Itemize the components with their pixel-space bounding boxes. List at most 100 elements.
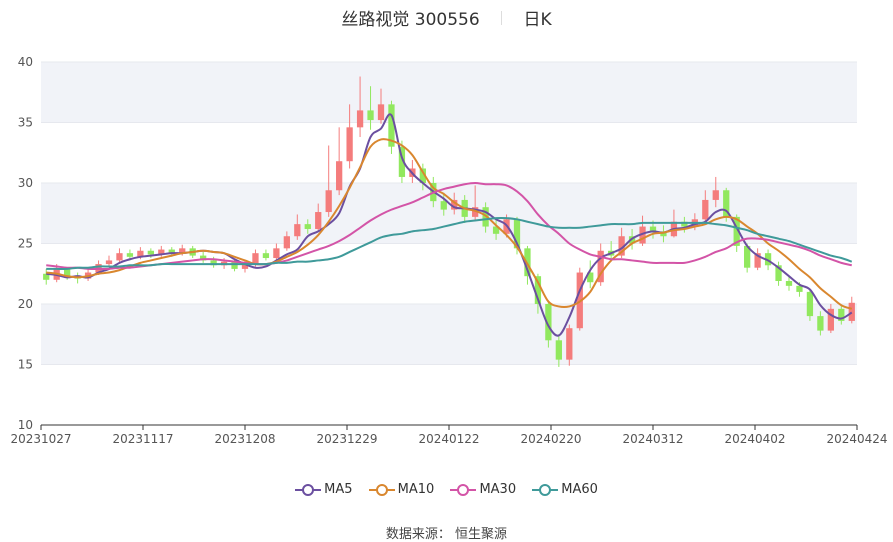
x-tick-label: 20240122 [418, 432, 479, 446]
legend-item-ma10[interactable]: MA10 [368, 482, 435, 497]
candle-body [419, 168, 426, 183]
candle-body [43, 273, 50, 280]
candle [336, 127, 343, 196]
candle [377, 88, 385, 124]
candle-body [179, 248, 186, 254]
candle [754, 248, 761, 271]
candle-body [838, 308, 845, 321]
y-tick-label: 25 [18, 237, 33, 251]
x-tick-label: 20240312 [622, 432, 683, 446]
candle [43, 268, 50, 285]
candle [105, 255, 113, 267]
candle [702, 190, 709, 222]
candle-body [764, 253, 772, 266]
candle-body [555, 340, 562, 360]
candle [419, 163, 426, 191]
legend-item-ma60[interactable]: MA60 [532, 482, 598, 497]
candle-body [356, 110, 364, 128]
stock-name: 丝路视觉 300556 [341, 10, 480, 30]
candle [566, 324, 573, 366]
data-source: 数据来源： 恒生聚源 [385, 527, 508, 542]
series-line-ma30 [46, 181, 852, 270]
legend-label-ma60: MA60 [561, 482, 598, 497]
candle-body [147, 250, 154, 255]
candle-body [367, 110, 374, 121]
candle-body [126, 253, 134, 257]
candle [817, 311, 824, 336]
candle [660, 225, 667, 243]
candle-body [388, 104, 395, 147]
candle-body [817, 316, 824, 331]
candle-body [283, 236, 290, 249]
candle-body [492, 226, 500, 234]
candle [712, 176, 719, 208]
x-tick-label: 20231229 [316, 432, 377, 446]
candle-body [827, 308, 834, 331]
candle-body [451, 199, 458, 210]
candle-body [304, 224, 311, 229]
candle [848, 296, 855, 324]
candle-body [566, 328, 573, 360]
candle-body [336, 161, 343, 191]
candle [325, 145, 332, 217]
y-tick-label: 10 [18, 418, 33, 432]
candle-body [712, 190, 719, 200]
candle [838, 305, 845, 325]
candle-body [597, 250, 604, 283]
candle [785, 276, 793, 291]
candle [398, 140, 406, 183]
candle-body [754, 253, 761, 268]
x-tick-label: 20231117 [112, 432, 173, 446]
candle-body [848, 302, 855, 321]
candle-body [785, 281, 793, 286]
grid-band [41, 304, 857, 365]
candle-body [116, 253, 123, 261]
candle [283, 231, 290, 251]
series-line-ma60 [46, 216, 853, 270]
candle-body [231, 261, 238, 269]
candle [200, 251, 207, 263]
candle-body [660, 231, 667, 237]
legend-item-ma30[interactable]: MA30 [450, 482, 516, 497]
y-tick-label: 35 [18, 116, 33, 130]
grid-band [41, 62, 857, 123]
candle-body [733, 216, 740, 246]
candle-body [639, 226, 646, 244]
candle-body [775, 265, 782, 282]
grid-band [41, 183, 857, 244]
candle-body [346, 127, 353, 162]
candle-body [587, 272, 594, 283]
candle [116, 248, 123, 263]
candle [440, 192, 447, 216]
legend-item-ma5[interactable]: MA5 [295, 482, 353, 497]
candle-body [796, 285, 803, 292]
y-tick-label: 15 [18, 358, 33, 372]
candle [587, 260, 594, 289]
x-tick-label: 20240402 [724, 432, 785, 446]
candle-body [105, 260, 113, 265]
candle-body [315, 212, 322, 229]
candle [367, 86, 374, 130]
candle-body [472, 207, 479, 217]
y-tick-label: 40 [18, 55, 33, 69]
candle-body [377, 104, 385, 121]
legend-label-ma10: MA10 [397, 482, 435, 497]
candle-body [273, 248, 280, 259]
candle [315, 203, 322, 232]
candle [294, 214, 301, 240]
candle [733, 214, 740, 252]
candle-body [681, 221, 688, 227]
candle [388, 100, 395, 154]
candle-body [513, 219, 521, 249]
candle-body [262, 253, 270, 259]
title-separator [501, 10, 503, 25]
candle-body [64, 268, 71, 277]
candle [555, 334, 562, 367]
candle-body [545, 304, 552, 341]
x-tick-label: 20240424 [826, 432, 887, 446]
candle-body [723, 190, 730, 217]
candle [262, 249, 270, 261]
candle-body [252, 253, 259, 265]
period-label: 日K [523, 10, 552, 30]
